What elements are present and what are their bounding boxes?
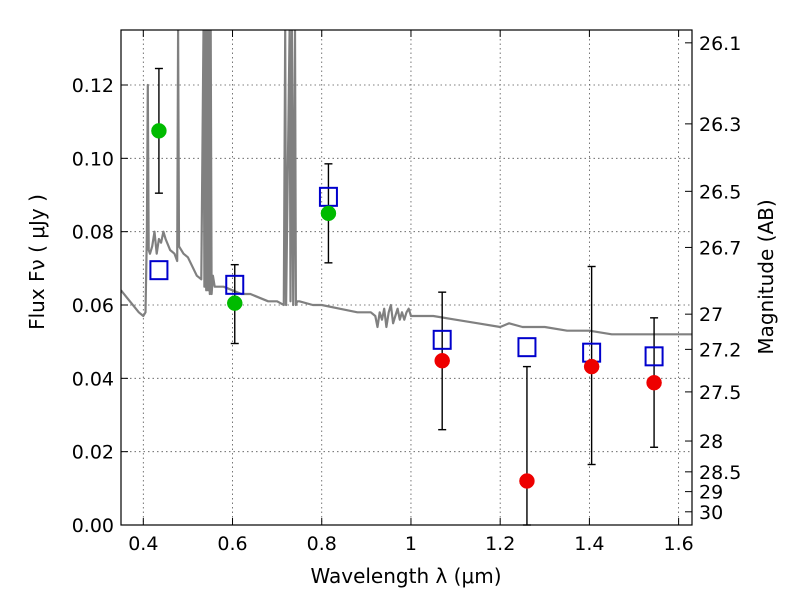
- y-tick-label: 0.02: [72, 442, 114, 464]
- x-tick-label: 1.4: [574, 533, 604, 555]
- y-tick-label: 0.10: [72, 148, 114, 170]
- right-tick-label: 26.1: [699, 33, 741, 55]
- y-tick-label: 0.08: [72, 222, 114, 244]
- model-square-point: [225, 274, 245, 295]
- grid: [121, 30, 692, 526]
- x-tick-label: 1: [405, 533, 417, 555]
- right-tick-label: 27.5: [699, 382, 741, 404]
- right-tick-label: 27.2: [699, 339, 741, 361]
- x-tick-label: 0.6: [217, 533, 247, 555]
- model-square-point: [517, 337, 537, 358]
- model-square-point: [432, 329, 452, 350]
- spectrum-line: [121, 30, 692, 336]
- nondetection-point: [434, 352, 450, 369]
- plot-frame: [120, 29, 693, 526]
- nondetection-point: [646, 374, 662, 391]
- model-square-point: [149, 260, 169, 281]
- x-axis-title: Wavelength λ (μm): [310, 564, 501, 588]
- error-bars-group: [154, 67, 659, 526]
- markers-group: [149, 123, 664, 489]
- right-tick-label: 26.3: [699, 114, 741, 136]
- right-tick-label: 26.7: [699, 237, 741, 259]
- right-tick-label: 30: [699, 502, 723, 524]
- x-tick-label: 1.2: [485, 533, 515, 555]
- x-tick-label: 1.6: [664, 533, 694, 555]
- spectrum-line-group: [121, 30, 692, 336]
- y-axis-title: Flux Fν ( μJy ): [25, 194, 49, 330]
- detection-point: [320, 205, 337, 222]
- right-tick-label: 29: [699, 482, 723, 504]
- detection-point: [227, 295, 243, 311]
- y-tick-label: 0.12: [72, 75, 114, 97]
- detection-point: [151, 123, 167, 139]
- axis-ticks: 0.4 0.6 0.8 1 1.2 1.4 1.6 0.00 0.02 0.04 0.06 0.08 0…: [72, 30, 741, 555]
- nondetection-point: [519, 473, 535, 489]
- y-tick-label: 0.04: [72, 368, 114, 390]
- right-tick-label: 27: [699, 304, 723, 326]
- x-tick-label: 0.4: [128, 533, 158, 555]
- y-tick-label: 0.06: [72, 295, 114, 317]
- right-tick-label: 26.5: [699, 181, 741, 203]
- right-axis-title: Magnitude (AB): [754, 199, 778, 354]
- nondetection-point: [583, 358, 600, 375]
- y-tick-label: 0.00: [72, 515, 114, 537]
- right-tick-label: 28.5: [699, 462, 741, 484]
- right-tick-label: 28: [699, 431, 723, 453]
- x-tick-label: 0.8: [307, 533, 337, 555]
- model-square-point: [644, 346, 664, 367]
